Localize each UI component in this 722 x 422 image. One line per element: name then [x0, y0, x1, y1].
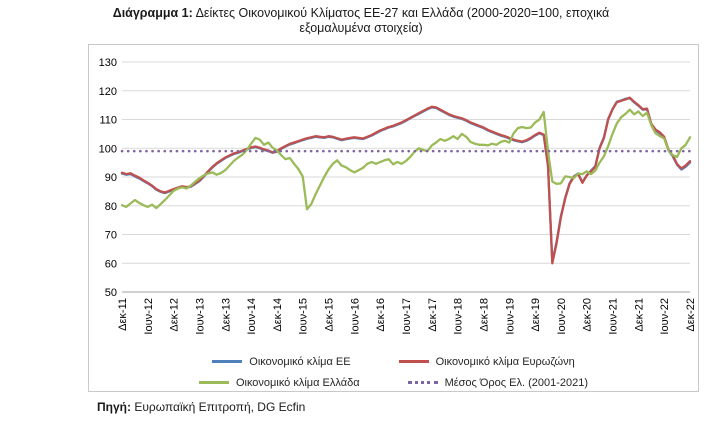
svg-text:60: 60 [105, 258, 117, 270]
legend-line-mean-icon [407, 381, 438, 384]
svg-text:70: 70 [105, 230, 117, 242]
legend-label-eurozone: Οικονομικό κλίμα Ευρωζώνη [435, 355, 575, 368]
svg-text:Ιουν-13: Ιουν-13 [194, 298, 206, 335]
svg-text:Δεκ-12: Δεκ-12 [169, 298, 181, 332]
source-text: Ευρωπαϊκή Επιτροπή, DG Ecfin [131, 400, 306, 414]
source-prefix: Πηγή: [97, 400, 131, 414]
source-note: Πηγή: Ευρωπαϊκή Επιτροπή, DG Ecfin [97, 400, 305, 414]
svg-text:Δεκ-18: Δεκ-18 [478, 298, 490, 332]
chart-title: Διάγραμμα 1: Δείκτες Οικονομικού Κλίματο… [0, 6, 722, 36]
svg-text:90: 90 [105, 172, 117, 184]
chart-title-text: Διάγραμμα 1: Δείκτες Οικονομικού Κλίματο… [87, 6, 635, 36]
svg-text:Δεκ-11: Δεκ-11 [117, 298, 129, 331]
chart-title-prefix: Διάγραμμα 1: [112, 6, 193, 20]
svg-text:Δεκ-14: Δεκ-14 [272, 298, 284, 332]
svg-text:Δεκ-15: Δεκ-15 [324, 298, 336, 332]
svg-text:Ιουν-17: Ιουν-17 [401, 298, 413, 335]
svg-text:Ιουν-20: Ιουν-20 [556, 298, 568, 335]
svg-text:Δεκ-21: Δεκ-21 [633, 298, 645, 332]
svg-text:110: 110 [99, 115, 117, 127]
svg-text:Ιουν-14: Ιουν-14 [246, 298, 258, 335]
climate-line-chart: 50 60 70 80 90 100 110 120 130 Δεκ-11 Ιουν-12 Δεκ-1… [99, 57, 697, 335]
legend-label-eu: Οικονομικό κλίμα ΕΕ [249, 355, 351, 368]
legend-item-eurozone: Οικονομικό κλίμα Ευρωζώνη [398, 355, 575, 368]
legend-item-mean: Μέσος Όρος Ελ. (2001-2021) [407, 376, 589, 389]
svg-text:Ιουν-16: Ιουν-16 [349, 298, 361, 335]
svg-text:50: 50 [105, 287, 117, 299]
chart-frame: 50 60 70 80 90 100 110 120 130 Δεκ-11 Ιουν-12 Δεκ-1… [88, 44, 699, 392]
svg-text:Δεκ-16: Δεκ-16 [375, 298, 387, 332]
svg-text:Ιουν-12: Ιουν-12 [143, 298, 155, 335]
svg-text:Ιουν-18: Ιουν-18 [453, 298, 465, 335]
svg-text:120: 120 [99, 86, 117, 98]
svg-text:100: 100 [99, 143, 117, 155]
svg-text:Ιουν-22: Ιουν-22 [659, 298, 671, 335]
legend-line-eu-icon [212, 360, 243, 363]
svg-text:80: 80 [105, 201, 117, 213]
svg-text:130: 130 [99, 57, 117, 69]
legend-row-2: Οικονομικό κλίμα Ελλάδα Μέσος Όρος Ελ. (… [89, 372, 698, 393]
legend-label-mean: Μέσος Όρος Ελ. (2001-2021) [444, 376, 589, 389]
svg-text:Ιουν-19: Ιουν-19 [504, 298, 516, 335]
svg-text:Δεκ-19: Δεκ-19 [530, 298, 542, 332]
legend-line-eurozone-icon [398, 360, 429, 363]
legend-label-greece: Οικονομικό κλίμα Ελλάδα [235, 376, 360, 389]
svg-text:Ιουν-21: Ιουν-21 [608, 298, 620, 335]
svg-text:Δεκ-13: Δεκ-13 [220, 298, 232, 332]
svg-text:Δεκ-17: Δεκ-17 [427, 298, 439, 332]
svg-text:Δεκ-20: Δεκ-20 [582, 298, 594, 332]
legend-row-1: Οικονομικό κλίμα ΕΕ Οικονομικό κλίμα Ευρ… [89, 351, 698, 372]
chart-legend: Οικονομικό κλίμα ΕΕ Οικονομικό κλίμα Ευρ… [89, 351, 698, 393]
svg-text:Δεκ-22: Δεκ-22 [685, 298, 697, 332]
legend-line-greece-icon [198, 381, 229, 384]
legend-item-eu: Οικονομικό κλίμα ΕΕ [212, 355, 351, 368]
chart-title-body: Δείκτες Οικονομικού Κλίματος ΕΕ-27 και Ε… [192, 6, 610, 35]
svg-text:Ιουν-15: Ιουν-15 [298, 298, 310, 335]
legend-item-greece: Οικονομικό κλίμα Ελλάδα [198, 376, 360, 389]
